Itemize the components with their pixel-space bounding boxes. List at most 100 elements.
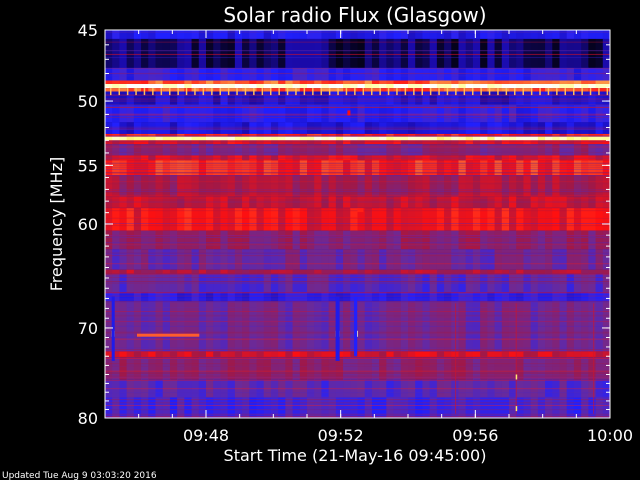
heatmap-cell bbox=[105, 38, 113, 68]
heatmap-cell bbox=[429, 273, 438, 293]
heatmap-cell bbox=[451, 269, 460, 274]
heatmap-cell bbox=[155, 38, 164, 68]
heatmap-cell bbox=[343, 122, 351, 134]
heatmap-cell bbox=[559, 397, 568, 418]
heatmap-cell bbox=[169, 80, 178, 84]
heatmap-cell bbox=[501, 160, 510, 176]
heatmap-cell bbox=[133, 301, 142, 352]
heatmap-cell bbox=[234, 160, 243, 176]
heatmap-cell bbox=[451, 133, 460, 137]
heatmap-cell bbox=[371, 351, 380, 358]
heatmap-cell bbox=[566, 379, 575, 398]
heatmap-cell bbox=[148, 357, 157, 380]
heatmap-cell bbox=[133, 379, 142, 398]
heatmap-cell bbox=[581, 80, 589, 84]
heatmap-cell bbox=[242, 30, 250, 39]
heatmap-cell bbox=[465, 133, 474, 137]
heatmap-cell bbox=[234, 38, 243, 68]
heatmap-cell bbox=[436, 140, 445, 145]
heatmap-cell bbox=[292, 133, 301, 137]
heatmap-cell bbox=[379, 249, 387, 270]
heatmap-cell bbox=[133, 88, 142, 92]
heatmap-cell bbox=[480, 155, 488, 161]
heatmap-cell bbox=[242, 357, 250, 380]
interference-tick bbox=[177, 88, 179, 96]
heatmap-cell bbox=[602, 155, 610, 161]
heatmap-cell bbox=[436, 230, 445, 250]
heatmap-stripe bbox=[105, 244, 610, 246]
heatmap-cell bbox=[191, 38, 200, 68]
heatmap-cell bbox=[307, 208, 315, 231]
heatmap-cell bbox=[126, 155, 135, 161]
heatmap-cell bbox=[191, 301, 200, 352]
heatmap-cell bbox=[191, 175, 200, 197]
heatmap-cell bbox=[386, 273, 395, 293]
heatmap-cell bbox=[328, 122, 337, 134]
heatmap-cell bbox=[595, 144, 604, 156]
heatmap-cell bbox=[364, 105, 373, 123]
heatmap-cell bbox=[581, 67, 589, 81]
heatmap-cell bbox=[285, 30, 294, 39]
heatmap-cell bbox=[321, 160, 330, 176]
heatmap-cell bbox=[321, 88, 330, 92]
heatmap-cell bbox=[472, 105, 481, 123]
heatmap-cell bbox=[213, 83, 222, 89]
heatmap-cell bbox=[386, 105, 395, 123]
heatmap-cell bbox=[415, 136, 424, 141]
heatmap-cell bbox=[386, 133, 395, 137]
heatmap-cell bbox=[206, 136, 214, 141]
heatmap-cell bbox=[256, 379, 265, 398]
heatmap-cell bbox=[119, 160, 128, 176]
heatmap-cell bbox=[501, 351, 510, 358]
heatmap-cell bbox=[278, 91, 286, 106]
heatmap-cell bbox=[545, 160, 553, 176]
heatmap-cell bbox=[184, 80, 193, 84]
heatmap-cell bbox=[292, 269, 301, 274]
heatmap-cell bbox=[588, 105, 597, 123]
heatmap-cell bbox=[602, 249, 610, 270]
heatmap-cell bbox=[516, 122, 525, 134]
heatmap-cell bbox=[451, 83, 460, 89]
heatmap-cell bbox=[509, 91, 517, 106]
heatmap-cell bbox=[408, 105, 416, 123]
heatmap-cell bbox=[285, 249, 294, 270]
heatmap-cell bbox=[184, 175, 193, 197]
heatmap-stripe bbox=[105, 106, 610, 108]
heatmap-cell bbox=[191, 133, 200, 137]
heatmap-cell bbox=[198, 38, 207, 68]
heatmap-cell bbox=[234, 133, 243, 137]
heatmap-cell bbox=[169, 30, 178, 39]
heatmap-cell bbox=[581, 175, 589, 197]
heatmap-cell bbox=[400, 140, 409, 145]
heatmap-cell bbox=[198, 397, 207, 418]
heatmap-cell bbox=[588, 292, 597, 302]
heatmap-cell bbox=[112, 175, 121, 197]
heatmap-cell bbox=[227, 91, 236, 106]
x-tick-label: 10:00 bbox=[587, 426, 633, 445]
heatmap-cell bbox=[263, 160, 272, 176]
heatmap-cell bbox=[444, 83, 452, 89]
heatmap-cell bbox=[379, 80, 387, 84]
heatmap-stripe bbox=[105, 373, 610, 374]
heatmap-cell bbox=[299, 91, 308, 106]
heatmap-cell bbox=[278, 155, 286, 161]
heatmap-cell bbox=[501, 133, 510, 137]
heatmap-cell bbox=[105, 88, 113, 92]
heatmap-cell bbox=[270, 80, 279, 84]
heatmap-stripe bbox=[105, 252, 610, 254]
heatmap-cell bbox=[472, 67, 481, 81]
heatmap-cell bbox=[429, 91, 438, 106]
heatmap-cell bbox=[278, 67, 286, 81]
heatmap-cell bbox=[537, 301, 546, 352]
heatmap-cell bbox=[429, 249, 438, 270]
heatmap-cell bbox=[242, 269, 250, 274]
heatmap-cell bbox=[307, 30, 315, 39]
heatmap-stripe bbox=[105, 183, 610, 185]
heatmap-cell bbox=[242, 301, 250, 352]
heatmap-cell bbox=[545, 30, 553, 39]
heatmap-cell bbox=[141, 175, 149, 197]
heatmap-cell bbox=[516, 140, 525, 145]
heatmap-cell bbox=[307, 91, 315, 106]
heatmap-cell bbox=[501, 140, 510, 145]
heatmap-cell bbox=[148, 122, 157, 134]
